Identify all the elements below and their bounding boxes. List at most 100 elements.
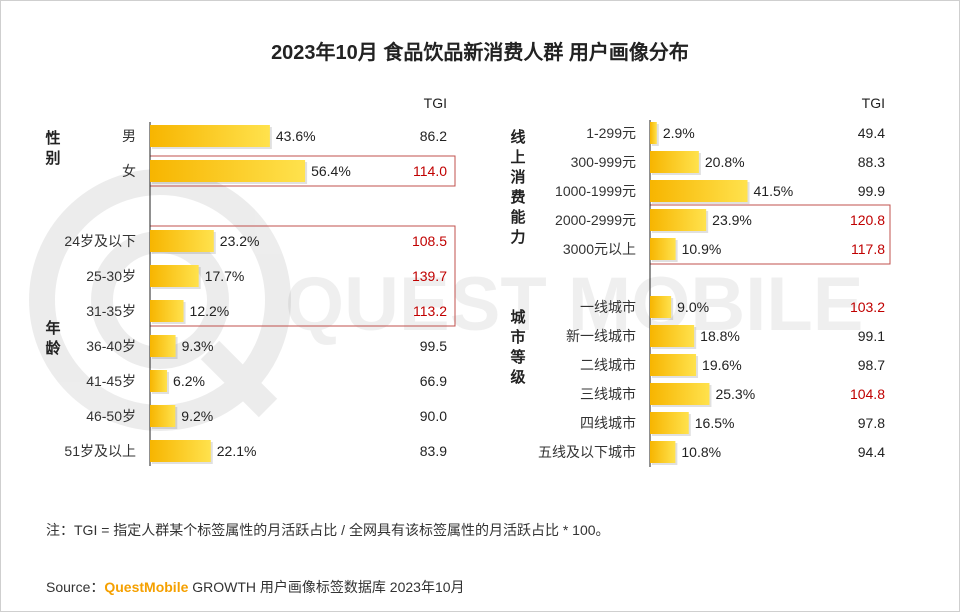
panel2-category-label: 二线城市 <box>580 357 636 373</box>
panel2-bar <box>650 151 699 173</box>
panel2-group-label-char: 能 <box>510 208 525 226</box>
panel1-category-label: 36-40岁 <box>86 338 136 354</box>
panel1-group-label-char: 别 <box>44 150 60 167</box>
panel2-tgi-value: 103.2 <box>850 299 885 315</box>
panel2-value-label: 10.8% <box>681 444 721 460</box>
panel2-group-label-char: 等 <box>510 348 525 366</box>
panel2-group-label-char: 力 <box>510 228 525 246</box>
panel2-value-label: 41.5% <box>754 183 794 199</box>
panel1-category-label: 31-35岁 <box>86 303 136 319</box>
panel1-group-label-char: 年 <box>45 319 60 337</box>
panel1-bar <box>150 370 168 392</box>
panel1-value-label: 6.2% <box>173 373 205 389</box>
panel1-bar <box>150 405 176 427</box>
panel2-tgi-value: 98.7 <box>858 357 885 373</box>
panel2-bar <box>650 383 710 405</box>
panel1-tgi-value: 139.7 <box>412 268 447 284</box>
panel1-category-label: 46-50岁 <box>86 408 136 424</box>
panel1-bar <box>150 335 176 357</box>
panel2-bar <box>650 238 676 260</box>
panel1-tgi-value: 90.0 <box>420 408 447 424</box>
panel1-bar <box>150 230 214 252</box>
panel2-value-label: 23.9% <box>712 212 752 228</box>
panel1-bar <box>150 160 306 182</box>
panel2-group-label-char: 城 <box>510 308 525 326</box>
panel2-category-label: 300-999元 <box>571 154 636 170</box>
panel2-category-label: 2000-2999元 <box>555 212 636 228</box>
panel1-category-label: 24岁及以下 <box>64 233 136 249</box>
panel2-bar <box>650 180 748 202</box>
panel2-category-label: 新一线城市 <box>566 328 636 344</box>
panel2-value-label: 16.5% <box>695 415 735 431</box>
panel2-value-label: 10.9% <box>682 241 722 257</box>
panel2-bar <box>650 296 672 318</box>
panel1-category-label: 51岁及以上 <box>64 443 136 459</box>
panel1-bar <box>150 440 211 462</box>
panel2-bar <box>650 209 707 231</box>
panel1-group-label-char: 龄 <box>45 339 61 357</box>
footnote: 注：TGI = 指定人群某个标签属性的月活跃占比 / 全网具有该标签属性的月活跃… <box>46 522 610 538</box>
panel2-tgi-value: 88.3 <box>858 154 885 170</box>
panel2-tgi-value: 49.4 <box>858 125 885 141</box>
panel1-value-label: 9.2% <box>181 408 213 424</box>
source-brand: QuestMobile <box>104 579 189 595</box>
panel2-value-label: 25.3% <box>715 386 755 402</box>
panel1-bar <box>150 265 199 287</box>
panel2-bar <box>650 122 657 144</box>
panel1-category-label: 41-45岁 <box>86 373 136 389</box>
panel1-tgi-header: TGI <box>424 95 447 111</box>
chart-title: 2023年10月 食品饮品新消费人群 用户画像分布 <box>271 42 689 64</box>
panel2-value-label: 9.0% <box>677 299 709 315</box>
panel1-group-label-char: 性 <box>45 129 60 147</box>
panel1-tgi-value: 83.9 <box>420 443 447 459</box>
watermark-text: QUEST MOBILE <box>285 262 863 347</box>
panel2-bar <box>650 412 689 434</box>
source-prefix: Source： <box>46 579 105 595</box>
panel2-tgi-value: 120.8 <box>850 212 885 228</box>
panel2-tgi-value: 117.8 <box>851 241 885 257</box>
panel2-tgi-value: 97.8 <box>858 415 885 431</box>
panel2-value-label: 19.6% <box>702 357 742 373</box>
panel1-bar <box>150 300 184 322</box>
panel1-tgi-value: 108.5 <box>412 233 447 249</box>
panel1-tgi-value: 86.2 <box>420 128 447 144</box>
panel1-tgi-value: 99.5 <box>420 338 447 354</box>
panel2-category-label: 三线城市 <box>580 386 636 402</box>
panel2-group-label-char: 上 <box>510 149 525 166</box>
panel2-tgi-value: 104.8 <box>850 386 885 402</box>
panel2-category-label: 1000-1999元 <box>555 183 636 199</box>
panel2-tgi-value: 94.4 <box>858 444 885 460</box>
panel1-value-label: 12.2% <box>190 303 230 319</box>
panel1-value-label: 9.3% <box>182 338 214 354</box>
panel2-group-label-char: 线 <box>510 128 525 146</box>
panel1-tgi-value: 66.9 <box>420 373 447 389</box>
panel2-tgi-header: TGI <box>862 95 885 111</box>
panel2-group-label-char: 市 <box>510 328 525 346</box>
panel2-value-label: 2.9% <box>663 125 695 141</box>
panel2-group-label-char: 费 <box>510 188 525 206</box>
panel2-value-label: 20.8% <box>705 154 745 170</box>
panel2-category-label: 四线城市 <box>580 415 636 431</box>
panel2-tgi-value: 99.9 <box>858 183 885 199</box>
panel1-value-label: 17.7% <box>205 268 245 284</box>
panel2-category-label: 一线城市 <box>580 299 636 315</box>
panel1-category-label: 25-30岁 <box>86 268 136 284</box>
panel2-group-label-char: 级 <box>510 368 526 386</box>
panel1-value-label: 43.6% <box>276 128 316 144</box>
source-line: Source：QuestMobile GROWTH 用户画像标签数据库 2023… <box>46 577 465 597</box>
panel2-value-label: 18.8% <box>700 328 740 344</box>
panel2-bar <box>650 354 697 376</box>
panel2-category-label: 1-299元 <box>586 125 636 141</box>
panel1-tgi-value: 113.2 <box>413 303 447 319</box>
panel1-bar <box>150 125 270 147</box>
panel1-value-label: 22.1% <box>217 443 257 459</box>
panel1-value-label: 56.4% <box>311 163 351 179</box>
panel2-group-label-char: 消 <box>510 168 525 186</box>
panel2-tgi-value: 99.1 <box>858 328 885 344</box>
panel2-category-label: 3000元以上 <box>563 241 636 257</box>
panel2-category-label: 五线及以下城市 <box>538 444 636 460</box>
panel2-bar <box>650 325 695 347</box>
source-rest: GROWTH 用户画像标签数据库 2023年10月 <box>188 579 465 595</box>
panel1-tgi-value: 114.0 <box>413 163 447 179</box>
